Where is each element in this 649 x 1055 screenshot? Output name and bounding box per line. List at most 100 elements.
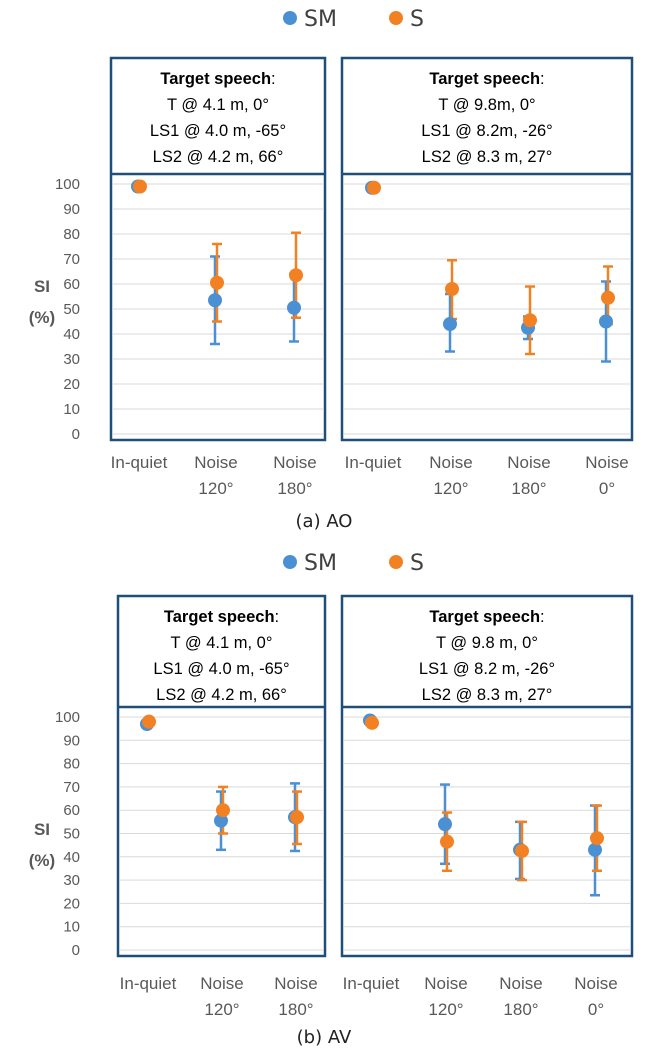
data-point-sm xyxy=(287,301,301,315)
info-line: T @ 4.1 m, 0° xyxy=(167,96,269,114)
category-label: Noise xyxy=(424,974,467,993)
data-point-s xyxy=(445,282,459,296)
info-heading-bold: Target speech xyxy=(429,70,540,88)
legend-label-s: S xyxy=(410,7,424,32)
y-tick-label: 0 xyxy=(72,426,80,443)
category-label: Noise xyxy=(200,974,243,993)
info-heading: Target speech: xyxy=(429,608,544,626)
data-point-s xyxy=(142,715,156,729)
data-point-s xyxy=(523,313,537,327)
category-label: In-quiet xyxy=(120,974,177,993)
legend-label-sm: SM xyxy=(304,551,337,576)
info-line: LS2 @ 4.2 m, 66° xyxy=(153,148,284,166)
data-point-sm xyxy=(599,315,613,329)
y-axis-label-unit: (%) xyxy=(29,851,55,870)
category-label: Noise xyxy=(274,974,317,993)
category-label: Noise xyxy=(273,453,316,472)
info-heading: Target speech: xyxy=(164,608,279,626)
data-point-sm xyxy=(208,293,222,307)
category-label: In-quiet xyxy=(343,974,400,993)
info-heading-bold: Target speech xyxy=(164,608,275,626)
category-label: 180° xyxy=(278,1000,313,1019)
legend-marker-sm xyxy=(283,11,297,25)
y-tick-label: 10 xyxy=(63,919,80,936)
category-label: 120° xyxy=(428,1000,463,1019)
legend-marker-sm xyxy=(283,555,297,569)
info-heading-bold: Target speech xyxy=(160,70,271,88)
data-point-s xyxy=(365,716,379,730)
y-tick-label: 40 xyxy=(63,849,80,866)
category-label: Noise xyxy=(574,974,617,993)
y-axis-label: SI xyxy=(34,277,50,296)
info-heading: Target speech: xyxy=(160,70,275,88)
data-point-s xyxy=(440,835,454,849)
info-line: LS1 @ 4.0 m, -65° xyxy=(153,660,289,678)
figure-caption: (a) AO xyxy=(296,511,353,532)
y-tick-label: 0 xyxy=(72,942,80,959)
category-label: 180° xyxy=(277,479,312,498)
y-tick-label: 20 xyxy=(63,895,80,912)
data-point-s xyxy=(216,803,230,817)
info-line: LS2 @ 8.3 m, 27° xyxy=(422,686,553,704)
data-point-s xyxy=(133,180,147,194)
data-point-sm xyxy=(443,317,457,331)
y-tick-label: 30 xyxy=(63,872,80,889)
info-heading: Target speech: xyxy=(429,70,544,88)
category-label: 120° xyxy=(204,1000,239,1019)
y-tick-label: 90 xyxy=(63,732,80,749)
category-label: 120° xyxy=(433,479,468,498)
category-label: Noise xyxy=(585,453,628,472)
info-line: LS1 @ 8.2 m, -26° xyxy=(419,660,555,678)
data-point-s xyxy=(601,291,615,305)
category-label: 180° xyxy=(511,479,546,498)
y-tick-label: 80 xyxy=(63,756,80,773)
info-line: LS1 @ 4.0 m, -65° xyxy=(150,122,286,140)
info-line: T @ 9.8 m, 0° xyxy=(436,634,538,652)
legend-label-s: S xyxy=(410,551,424,576)
data-point-sm xyxy=(588,843,602,857)
info-line: T @ 9.8m, 0° xyxy=(438,96,535,114)
y-tick-label: 10 xyxy=(63,401,80,418)
info-line: LS1 @ 8.2m, -26° xyxy=(421,122,553,140)
y-tick-label: 60 xyxy=(63,276,80,293)
category-label: 120° xyxy=(198,479,233,498)
data-point-sm xyxy=(438,817,452,831)
info-heading-colon: : xyxy=(540,70,545,88)
y-axis-label: SI xyxy=(34,820,50,839)
category-label: Noise xyxy=(194,453,237,472)
y-tick-label: 100 xyxy=(55,176,80,193)
data-point-s xyxy=(590,831,604,845)
panel-frame xyxy=(342,58,632,440)
y-tick-label: 100 xyxy=(55,709,80,726)
y-tick-label: 50 xyxy=(63,826,80,843)
legend-label-sm: SM xyxy=(304,7,337,32)
info-heading-colon: : xyxy=(540,608,545,626)
legend-marker-s xyxy=(389,11,403,25)
y-axis-label-unit: (%) xyxy=(29,308,55,327)
y-tick-label: 40 xyxy=(63,326,80,343)
category-label: 0° xyxy=(599,479,615,498)
figure-caption: (b) AV xyxy=(297,1027,352,1048)
data-point-s xyxy=(515,844,529,858)
y-tick-label: 30 xyxy=(63,351,80,368)
category-label: In-quiet xyxy=(345,453,402,472)
info-heading-colon: : xyxy=(275,608,280,626)
data-point-s xyxy=(289,268,303,282)
y-tick-label: 70 xyxy=(63,779,80,796)
y-tick-label: 70 xyxy=(63,251,80,268)
info-line: T @ 4.1 m, 0° xyxy=(171,634,273,652)
data-point-s xyxy=(367,181,381,195)
category-label: 180° xyxy=(503,1000,538,1019)
info-heading-bold: Target speech xyxy=(429,608,540,626)
category-label: 0° xyxy=(588,1000,604,1019)
data-point-s xyxy=(290,810,304,824)
category-label: In-quiet xyxy=(111,453,168,472)
category-label: Noise xyxy=(429,453,472,472)
info-heading-colon: : xyxy=(271,70,276,88)
category-label: Noise xyxy=(507,453,550,472)
y-tick-label: 80 xyxy=(63,226,80,243)
y-tick-label: 60 xyxy=(63,802,80,819)
info-line: LS2 @ 8.3 m, 27° xyxy=(422,148,553,166)
y-tick-label: 90 xyxy=(63,201,80,218)
